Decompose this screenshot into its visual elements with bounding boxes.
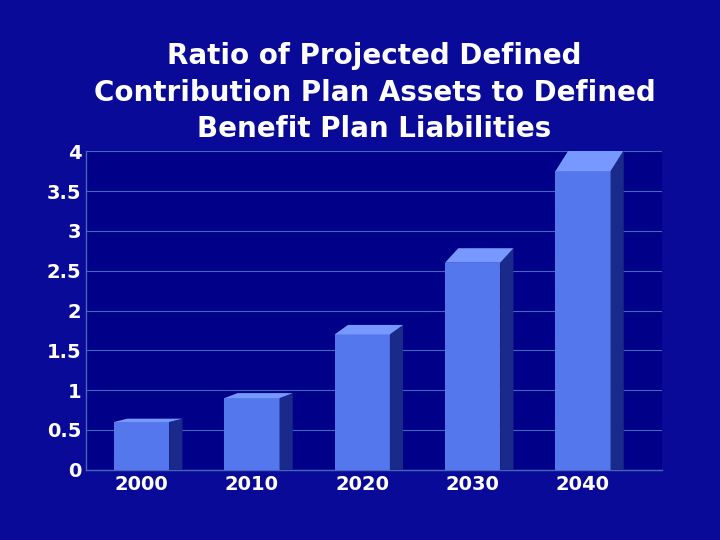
Polygon shape [335,334,390,470]
Polygon shape [225,393,293,398]
Polygon shape [555,171,611,470]
Polygon shape [279,393,293,470]
Polygon shape [169,418,182,470]
Polygon shape [500,248,513,470]
Polygon shape [114,422,169,470]
Polygon shape [445,248,513,262]
Polygon shape [335,325,403,334]
Polygon shape [114,418,182,422]
Polygon shape [390,325,403,470]
Polygon shape [225,398,279,470]
Polygon shape [611,150,624,470]
Polygon shape [555,150,624,171]
Polygon shape [445,262,500,470]
Title: Ratio of Projected Defined
Contribution Plan Assets to Defined
Benefit Plan Liab: Ratio of Projected Defined Contribution … [94,42,655,143]
